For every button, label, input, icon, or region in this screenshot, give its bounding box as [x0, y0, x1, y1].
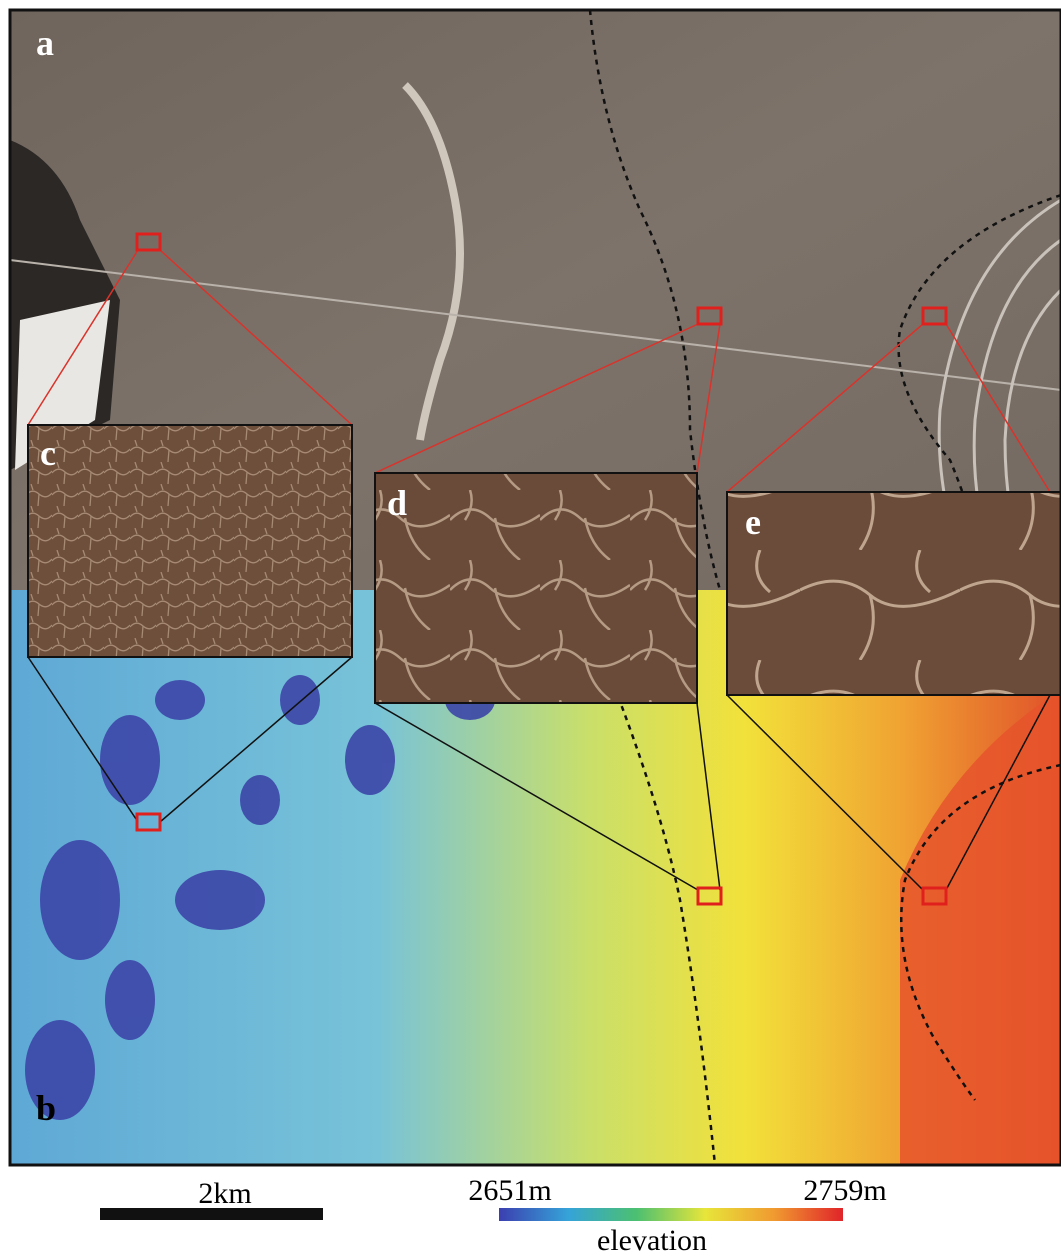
colorbar-title: elevation: [597, 1224, 707, 1257]
scale-bar-label: 2km: [198, 1177, 251, 1210]
inset-image: [28, 425, 352, 657]
scale-bar: [100, 1208, 323, 1220]
figure: a b c d e 2km 2651m 2759m elevation: [0, 0, 1061, 1259]
colorbar-max: 2759m: [803, 1174, 886, 1207]
panel-label: a: [36, 23, 54, 63]
inset-label: d: [387, 483, 407, 523]
inset-image: [375, 473, 697, 703]
colorbar: [499, 1208, 843, 1221]
inset-image: [727, 492, 1061, 695]
inset-label: e: [745, 502, 761, 542]
colorbar-min: 2651m: [468, 1174, 551, 1207]
panel-label: b: [36, 1088, 56, 1128]
inset-label: c: [40, 433, 56, 473]
